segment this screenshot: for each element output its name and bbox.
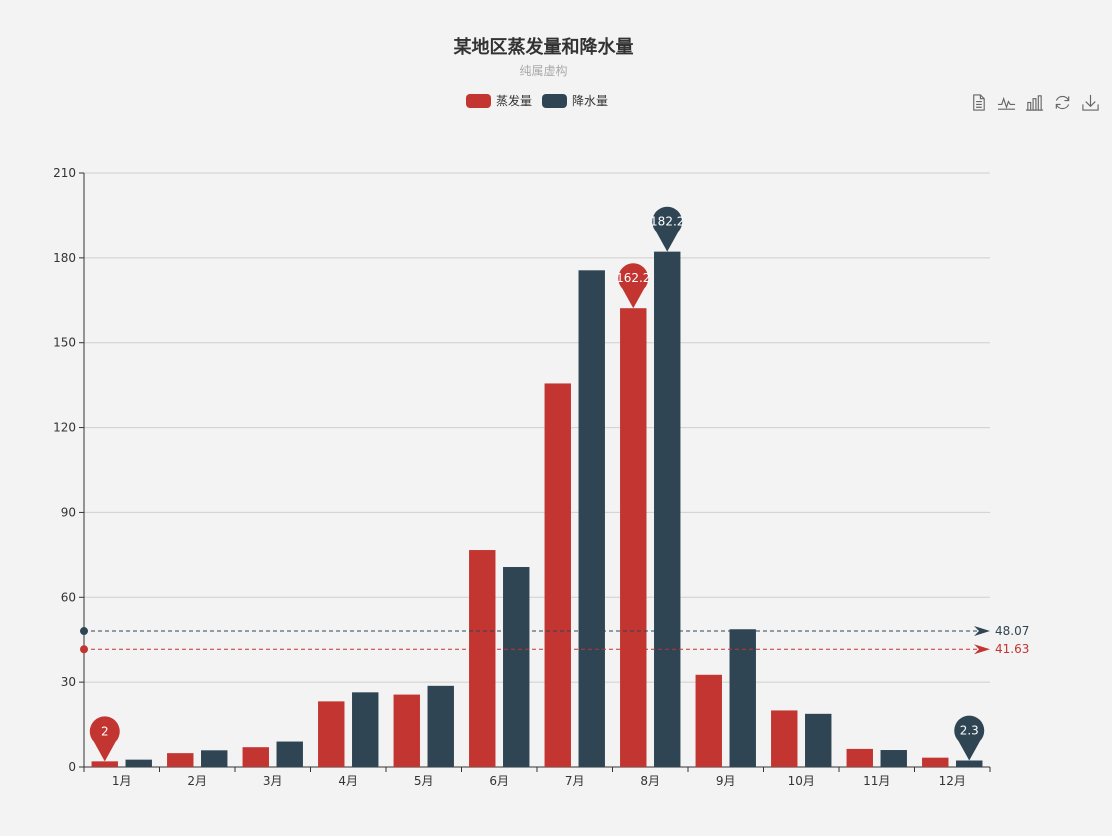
x-tick-label: 8月 [640, 774, 660, 788]
x-tick-label: 9月 [716, 774, 736, 788]
bar[interactable] [922, 757, 949, 767]
mark-line-start-dot [80, 627, 88, 636]
legend-swatch-evaporation [465, 93, 491, 108]
x-tick-label: 5月 [414, 774, 434, 788]
x-tick-label: 10月 [788, 774, 815, 788]
bar[interactable] [654, 251, 681, 768]
y-tick-label: 210 [53, 166, 76, 180]
bar[interactable] [578, 270, 605, 767]
bar[interactable] [695, 674, 722, 767]
y-tick-label: 90 [61, 505, 76, 519]
x-tick-label: 6月 [489, 774, 509, 788]
legend-item-evaporation[interactable]: 蒸发量 [465, 92, 532, 109]
bar[interactable] [729, 629, 756, 767]
mark-line-arrow [974, 644, 990, 655]
mark-line-label: 48.07 [995, 624, 1029, 638]
y-tick-label: 60 [61, 590, 76, 604]
mark-point-label: 2.3 [960, 723, 979, 737]
bar[interactable] [276, 741, 303, 767]
bar[interactable] [503, 567, 530, 767]
x-tick-label: 7月 [565, 774, 585, 788]
line-chart-icon[interactable] [997, 93, 1016, 112]
legend-label-precipitation: 降水量 [572, 94, 609, 108]
y-tick-label: 0 [68, 760, 76, 774]
restore-icon[interactable] [1053, 93, 1072, 112]
bar[interactable] [352, 692, 379, 767]
bar[interactable] [620, 308, 647, 767]
mark-point-pin[interactable] [954, 715, 985, 761]
mark-point-pin[interactable] [89, 716, 120, 762]
y-tick-label: 150 [53, 336, 76, 350]
mark-point-label: 2 [101, 724, 109, 738]
chart-title: 某地区蒸发量和降水量 [453, 37, 634, 58]
mark-line-start-dot [80, 645, 88, 654]
bar[interactable] [956, 760, 983, 767]
legend: 蒸发量 降水量 [0, 92, 1074, 109]
mark-point-pin[interactable] [652, 206, 683, 252]
bar[interactable] [544, 383, 571, 767]
bar[interactable] [846, 748, 873, 767]
bar-chart-icon[interactable] [1025, 93, 1044, 112]
mark-point-pin[interactable] [618, 263, 649, 309]
bar[interactable] [201, 750, 228, 767]
data-view-icon[interactable] [969, 93, 988, 112]
bar[interactable] [469, 550, 496, 767]
mark-line-label: 41.63 [995, 642, 1029, 656]
x-tick-label: 11月 [863, 774, 890, 788]
bar[interactable] [427, 685, 454, 767]
y-tick-label: 180 [53, 251, 76, 265]
bar[interactable] [880, 750, 907, 767]
toolbox [969, 93, 1100, 112]
x-tick-label: 3月 [263, 774, 283, 788]
bar[interactable] [393, 694, 420, 767]
x-tick-label: 1月 [112, 774, 132, 788]
bar[interactable] [167, 753, 194, 767]
y-tick-label: 30 [61, 675, 76, 689]
bar[interactable] [771, 710, 798, 767]
y-tick-label: 120 [53, 421, 76, 435]
bar[interactable] [125, 759, 152, 767]
bar[interactable] [318, 701, 345, 767]
bar[interactable] [242, 747, 269, 767]
bar[interactable] [805, 713, 832, 767]
x-tick-label: 4月 [338, 774, 358, 788]
bar[interactable] [91, 761, 118, 767]
x-tick-label: 12月 [939, 774, 966, 788]
mark-point-label: 162.2 [616, 271, 650, 285]
legend-item-precipitation[interactable]: 降水量 [542, 92, 608, 109]
mark-line-arrow [974, 626, 990, 637]
download-icon[interactable] [1081, 93, 1100, 112]
x-tick-label: 2月 [187, 774, 207, 788]
legend-label-evaporation: 蒸发量 [495, 94, 532, 108]
mark-point-label: 182.2 [650, 215, 684, 229]
chart-subtitle: 纯属虚构 [519, 64, 568, 78]
legend-swatch-precipitation [542, 93, 567, 108]
